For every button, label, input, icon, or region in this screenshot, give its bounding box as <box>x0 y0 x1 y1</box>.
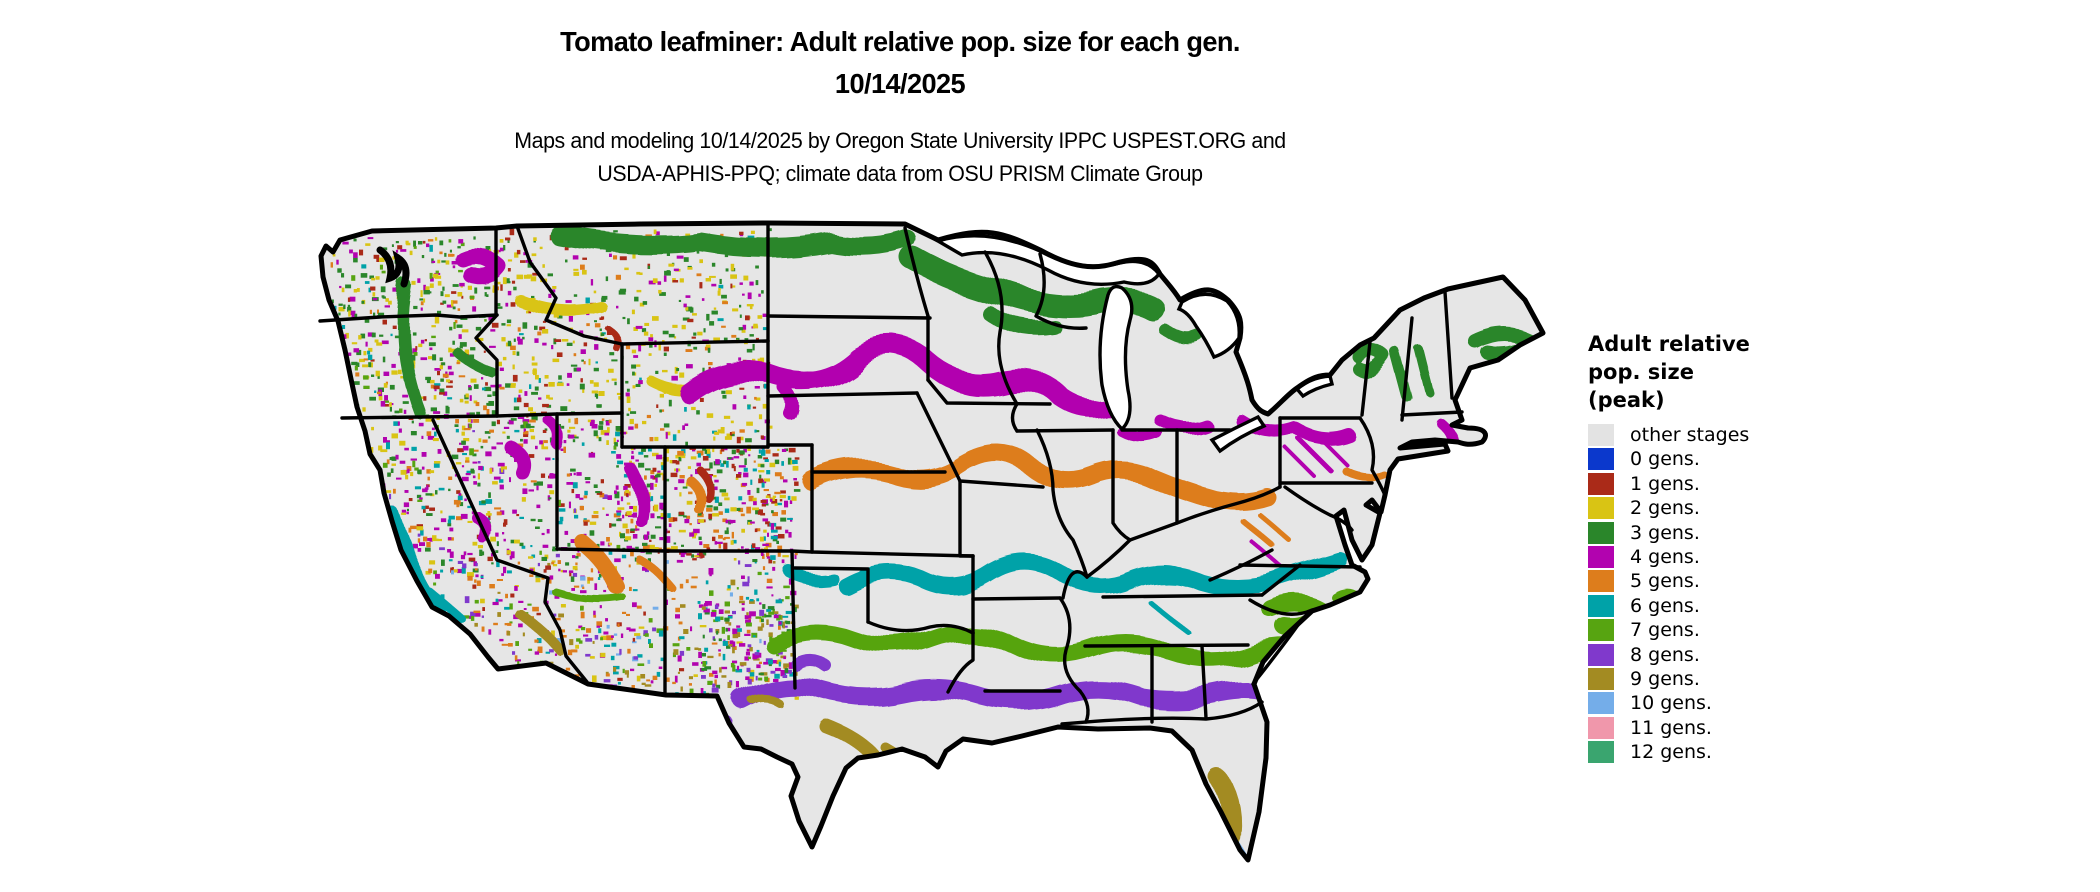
legend-item-label: 11 gens. <box>1630 716 1712 739</box>
legend-color-swatch <box>1588 741 1614 764</box>
national-border <box>318 220 1546 863</box>
legend-color-swatch <box>1588 643 1614 666</box>
legend-item: 11 gens. <box>1588 716 1968 739</box>
legend: Adult relative pop. size (peak) other st… <box>1588 330 1968 765</box>
legend-color-swatch <box>1588 716 1614 739</box>
legend-item-label: 8 gens. <box>1630 643 1700 666</box>
legend-item-label: 9 gens. <box>1630 667 1700 690</box>
legend-items: other stages 0 gens. 1 gens. 2 gens. 3 g… <box>1588 424 1968 764</box>
legend-item: 0 gens. <box>1588 448 1968 471</box>
legend-color-swatch <box>1588 667 1614 690</box>
legend-color-swatch <box>1588 497 1614 520</box>
legend-item-label: 1 gens. <box>1630 472 1700 495</box>
map-subtitle-line1: Maps and modeling 10/14/2025 by Oregon S… <box>514 128 1286 153</box>
legend-item: 10 gens. <box>1588 692 1968 715</box>
legend-item: 4 gens. <box>1588 545 1968 568</box>
legend-item-label: 0 gens. <box>1630 448 1700 471</box>
legend-item: other stages <box>1588 424 1968 446</box>
legend-item: 2 gens. <box>1588 497 1968 520</box>
legend-color-swatch <box>1588 424 1614 446</box>
legend-color-swatch <box>1588 594 1614 617</box>
map-title-line1: Tomato leafminer: Adult relative pop. si… <box>560 26 1240 57</box>
map-subtitle-line2: USDA-APHIS-PPQ; climate data from OSU PR… <box>597 161 1203 186</box>
legend-item-label: 7 gens. <box>1630 619 1700 642</box>
puget-sound-inlet <box>376 246 410 288</box>
legend-item-label: 10 gens. <box>1630 692 1712 715</box>
legend-item: 7 gens. <box>1588 619 1968 642</box>
legend-item-label: other stages <box>1630 424 1750 446</box>
legend-item: 3 gens. <box>1588 521 1968 544</box>
legend-color-swatch <box>1588 545 1614 568</box>
legend-item-label: 4 gens. <box>1630 545 1700 568</box>
legend-item: 9 gens. <box>1588 667 1968 690</box>
legend-color-swatch <box>1588 692 1614 715</box>
legend-item: 5 gens. <box>1588 570 1968 593</box>
legend-item: 6 gens. <box>1588 594 1968 617</box>
legend-item: 12 gens. <box>1588 741 1968 764</box>
legend-title: Adult relative pop. size (peak) <box>1588 332 1750 412</box>
map-title-date: 10/14/2025 <box>834 68 966 99</box>
legend-item-label: 12 gens. <box>1630 741 1712 764</box>
legend-item-label: 6 gens. <box>1630 594 1700 617</box>
legend-item-label: 3 gens. <box>1630 521 1700 544</box>
legend-item-label: 5 gens. <box>1630 570 1700 593</box>
legend-color-swatch <box>1588 570 1614 593</box>
legend-item-label: 2 gens. <box>1630 497 1700 520</box>
state-borders <box>318 222 1464 726</box>
legend-color-swatch <box>1588 521 1614 544</box>
legend-color-swatch <box>1588 448 1614 471</box>
legend-color-swatch <box>1588 619 1614 642</box>
legend-color-swatch <box>1588 472 1614 495</box>
legend-item: 8 gens. <box>1588 643 1968 666</box>
legend-item: 1 gens. <box>1588 472 1968 495</box>
